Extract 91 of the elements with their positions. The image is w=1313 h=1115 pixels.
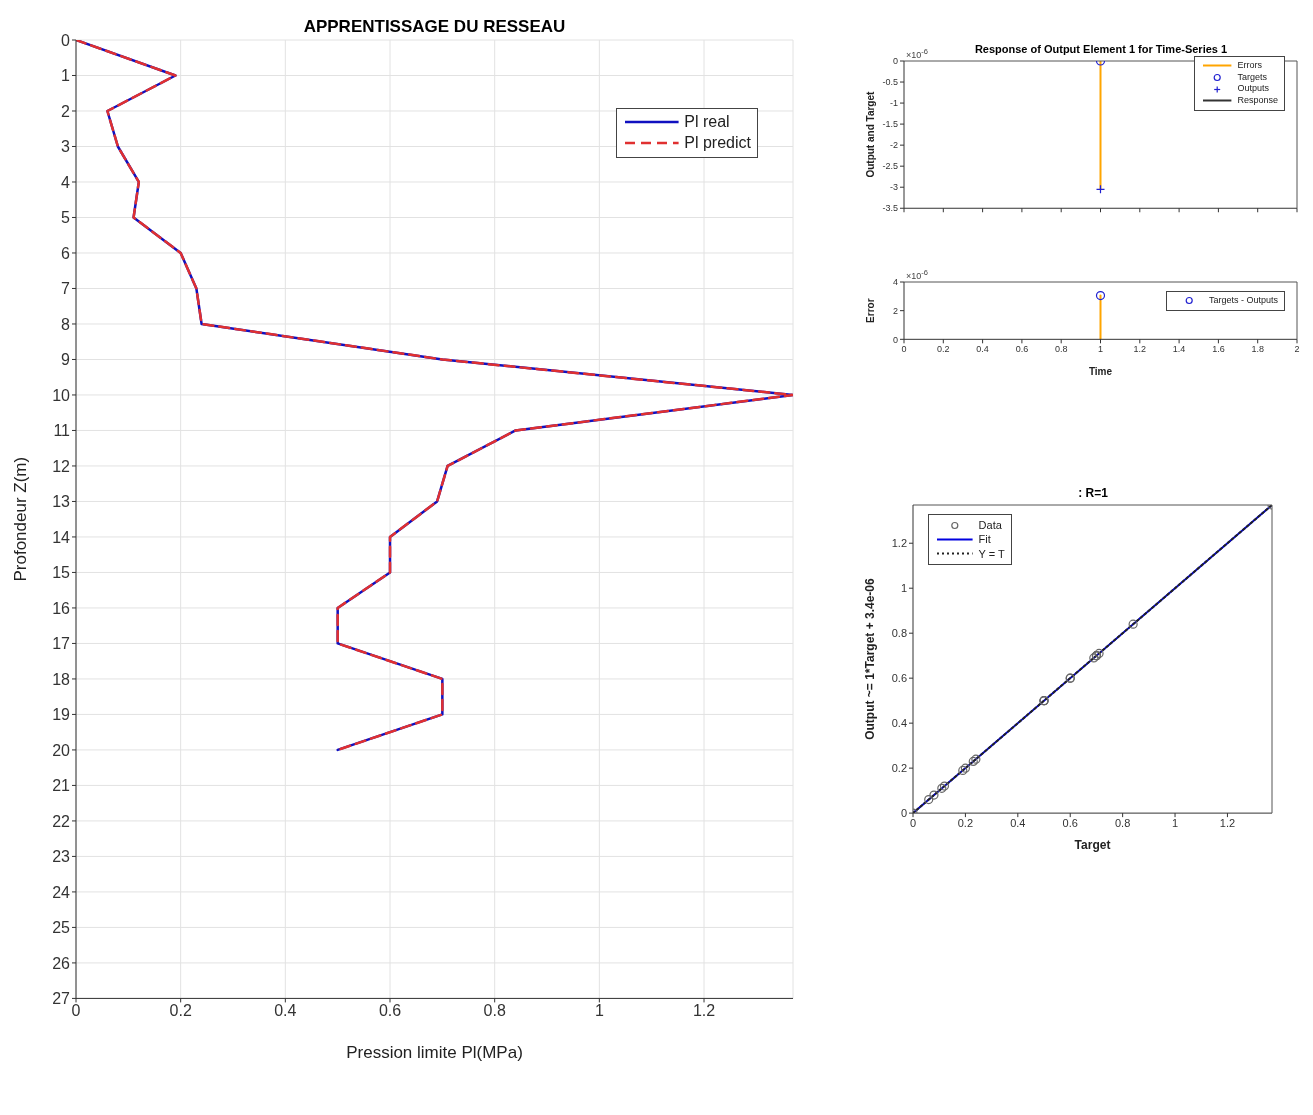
y-tick-label: 21: [52, 777, 71, 795]
y-tick-label: 25: [52, 919, 71, 937]
y-tick-label: 4: [892, 277, 898, 288]
y-tick-label: -1: [889, 98, 898, 109]
y-tick-label: 0: [61, 31, 71, 49]
y-tick-label: 13: [52, 493, 71, 511]
y-tick-label: 12: [52, 457, 71, 475]
x-tick-label: 1.2: [1133, 343, 1147, 354]
y-tick-label: 0.4: [891, 717, 907, 730]
x-tick-label: 0.8: [483, 1001, 506, 1019]
x-axis-title: Target: [1074, 838, 1111, 853]
x-tick-label: 0.6: [1062, 816, 1078, 829]
y-tick-label: 19: [52, 706, 71, 724]
y-axis-title: Output and Target: [864, 91, 876, 178]
legend-label: Pl real: [684, 112, 730, 132]
y-tick-label: 6: [61, 244, 71, 262]
chart-title: : R=1: [1077, 486, 1109, 500]
x-tick-label: 0.2: [937, 343, 950, 354]
y-tick-label: -3.5: [882, 203, 898, 214]
y-tick-label: -1.5: [882, 119, 898, 130]
y-tick-label: 1.2: [891, 537, 907, 550]
y-tick-label: 2: [61, 102, 71, 120]
legend-label: Pl predict: [684, 132, 751, 153]
y-tick-label: 0.8: [891, 627, 907, 640]
y-tick-label: 0: [900, 807, 907, 820]
y-tick-label: -2: [889, 140, 898, 151]
y-tick-label: 10: [52, 386, 71, 404]
y-tick-label: 9: [61, 351, 71, 369]
x-tick-label: 0.8: [1114, 816, 1131, 829]
y-tick-label: 18: [52, 670, 71, 688]
x-tick-label: 1.2: [1219, 816, 1236, 829]
y-tick-label: 1: [900, 582, 907, 595]
x-tick-label: 0.8: [1054, 343, 1068, 354]
legend-label: Outputs: [1237, 83, 1269, 96]
y-tick-label: 26: [52, 954, 71, 972]
x-tick-label: 1.2: [692, 1001, 716, 1019]
text: ×10$^{-6}$: [906, 268, 928, 281]
legend-label: Targets: [1237, 71, 1267, 84]
y-tick-label: 4: [61, 173, 71, 191]
chart-title: Response of Output Element 1 for Time-Series 1: [974, 43, 1228, 55]
y-axis-title: Profondeur Z(m): [11, 456, 31, 582]
y-tick-label: 0: [892, 56, 898, 67]
x-tick-label: 2: [1294, 343, 1300, 354]
y-tick-label: -3: [889, 182, 898, 193]
chart-title: APPRENTISSAGE DU RESSEAU: [302, 17, 567, 37]
x-tick-label: 1: [594, 1001, 604, 1019]
y-tick-label: 0.2: [891, 762, 907, 775]
text: ×10$^{-6}$: [906, 47, 928, 60]
x-tick-label: 1: [1097, 343, 1104, 354]
y-tick-label: 15: [52, 564, 71, 582]
y-axis-title: Output ~= 1*Target + 3.4e-06: [863, 577, 878, 740]
y-tick-label: 7: [61, 280, 71, 298]
x-axis-title: Time: [1088, 366, 1113, 378]
y-tick-label: 14: [52, 528, 71, 546]
x-tick-label: 1.6: [1212, 343, 1225, 354]
legend-label: Errors: [1237, 60, 1262, 72]
y-tick-label: -0.5: [882, 77, 898, 88]
x-tick-label: 0.6: [378, 1001, 402, 1019]
x-tick-label: 1.8: [1251, 343, 1264, 354]
x-tick-label: 0.4: [976, 343, 989, 354]
y-tick-label: -2.5: [882, 161, 898, 172]
y-tick-label: 2: [892, 305, 898, 316]
y-tick-label: 11: [53, 422, 71, 440]
legend-label: Y = T: [978, 546, 1005, 561]
x-tick-label: 1: [1171, 816, 1179, 829]
legend-label: Targets - Outputs: [1208, 295, 1278, 307]
legend-label: Data: [978, 518, 1002, 533]
y-tick-label: 17: [52, 635, 71, 653]
y-tick-label: 22: [52, 812, 71, 830]
y-tick-label: 8: [61, 315, 71, 333]
legend-label: Fit: [978, 532, 991, 547]
y-tick-label: 0.6: [891, 672, 907, 685]
x-axis-title: Pression limite Pl(MPa): [346, 1043, 523, 1063]
y-axis-title: Error: [864, 298, 876, 323]
x-tick-label: 0.2: [169, 1001, 192, 1019]
x-tick-label: 0.4: [274, 1001, 297, 1019]
x-tick-label: 0.6: [1015, 343, 1029, 354]
x-tick-label: 0.4: [1010, 816, 1026, 829]
y-tick-label: 24: [52, 883, 71, 901]
y-tick-label: 1: [61, 67, 71, 85]
legend-label: Response: [1237, 95, 1278, 107]
y-tick-label: 3: [61, 138, 71, 156]
y-tick-label: 23: [52, 848, 71, 866]
x-tick-label: 1.4: [1172, 343, 1186, 354]
y-tick-label: 27: [52, 990, 71, 1008]
x-tick-label: 0: [909, 816, 917, 829]
y-tick-label: 16: [52, 599, 71, 617]
y-tick-label: 20: [52, 741, 71, 759]
x-tick-label: 0.2: [957, 816, 974, 829]
y-tick-label: 0: [892, 334, 898, 345]
y-tick-label: 5: [61, 209, 71, 227]
